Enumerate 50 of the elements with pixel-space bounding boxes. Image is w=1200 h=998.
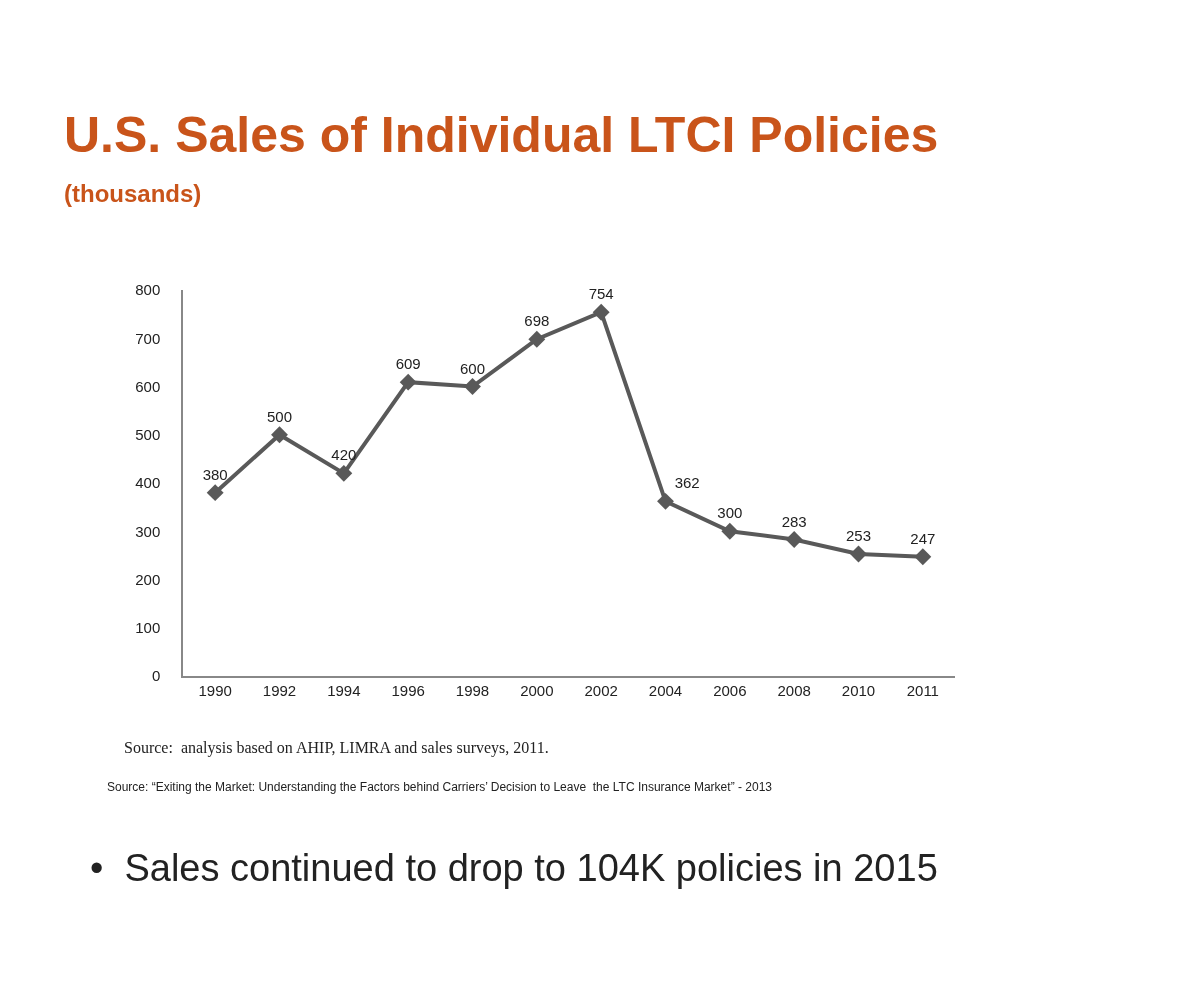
data-label: 754 [588,285,614,303]
data-label: 380 [202,465,228,483]
point [592,303,610,321]
source-note: Source: analysis based on AHIP, LIMRA and sales surveys, 2011. [124,739,549,757]
data-label: 609 [395,355,421,373]
point [785,531,803,548]
y-tick-label: 300 [135,522,161,540]
data-label: 300 [717,504,743,522]
x-tick-label: 2006 [713,681,747,699]
y-tick-label: 800 [135,281,161,299]
point [528,330,546,348]
data-label: 362 [674,474,700,492]
y-tick-label: 200 [135,570,161,588]
y-tick-label: 0 [151,667,161,685]
y-tick-label: 100 [135,619,161,636]
x-tick-label: 1992 [262,681,297,699]
x-tick-label: 2002 [584,681,618,699]
x-tick-label: 1996 [391,681,425,699]
x-tick-label: 2008 [777,681,811,699]
point [721,522,739,540]
data-label: 698 [524,312,550,330]
text: • Sales continued to drop to 104K policies in 2015 [90,847,938,889]
chart-subtitle: (thousands) [64,180,202,207]
y-tick-label: 600 [135,377,161,395]
point [464,378,481,395]
point [399,373,417,391]
chart-title: U.S. Sales of Individual LTCI Policies [64,107,939,163]
point [271,426,288,444]
y-tick-label: 500 [135,426,161,443]
data-label: 420 [331,446,357,464]
point [335,464,353,482]
point [657,492,674,510]
x-tick-label: 1998 [455,681,490,699]
x-tick-label: 2000 [520,681,554,699]
point [850,545,867,563]
x-tick-label: 1990 [198,681,232,699]
y-tick-label: 400 [135,474,161,492]
point [206,484,224,502]
data-label: 253 [845,527,872,545]
x-tick-label: 1994 [327,681,361,699]
y-tick-label: 700 [135,329,161,347]
x-tick-label: 2004 [648,681,683,699]
x-tick-label: 2011 [906,681,939,699]
data-label: 247 [910,529,936,547]
source-note: Source: “Exiting the Market: Understanding the Factors behind Carriers’ Decision to Leave the LTC Insurance Market” - 2013 [107,780,773,794]
data-label: 500 [266,407,293,425]
point [914,548,932,566]
data-label: 283 [781,512,807,530]
data-label: 600 [459,359,486,377]
x-tick-label: 2010 [841,681,876,699]
